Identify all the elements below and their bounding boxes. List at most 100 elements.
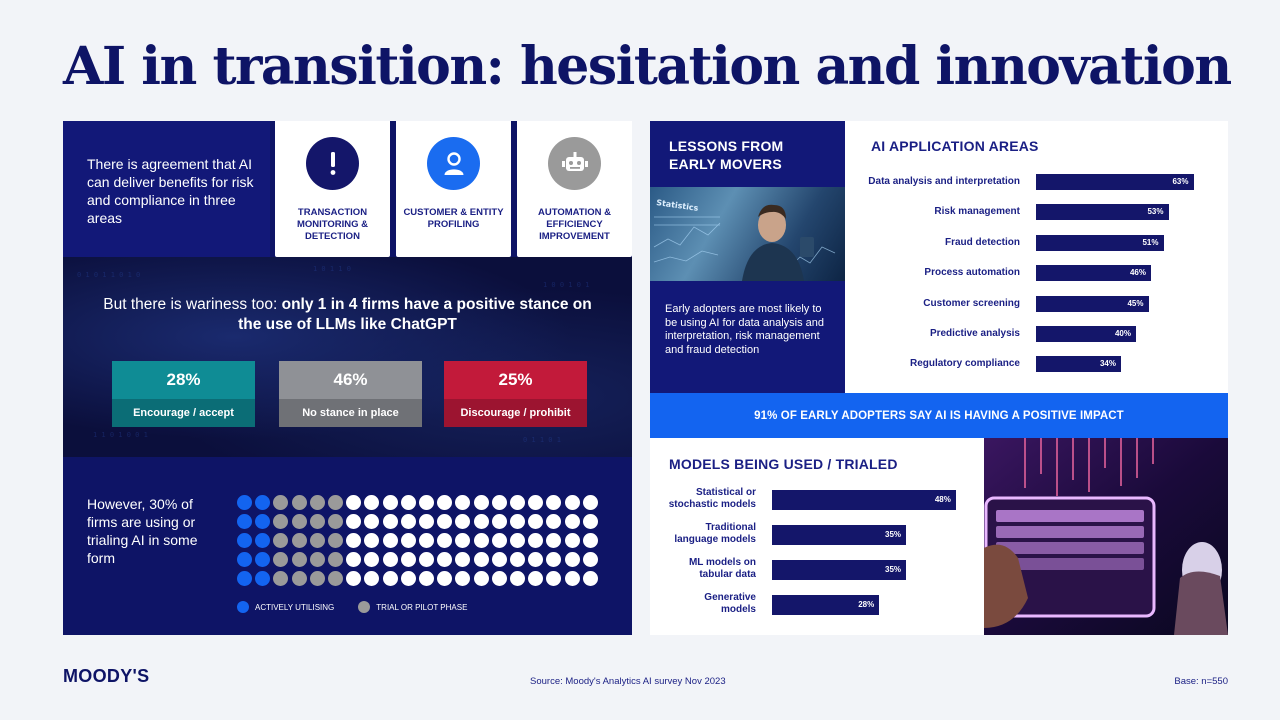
usage-dot — [382, 571, 398, 586]
usage-dot — [528, 533, 544, 548]
svg-text:0 1 0 1 1 0 1 0: 0 1 0 1 1 0 1 0 — [77, 271, 140, 279]
usage-dot — [309, 514, 325, 529]
usage-dot — [564, 552, 580, 567]
usage-dot — [273, 552, 289, 567]
bar: 48% — [772, 490, 956, 510]
usage-dot — [328, 495, 343, 510]
usage-legend: ACTIVELY UTILISING TRIAL OR PILOT PHASE — [237, 601, 485, 613]
bar-category-label: Regulatory compliance — [909, 358, 1020, 370]
legend-swatch — [237, 601, 249, 613]
usage-dot — [510, 533, 525, 548]
usage-dot — [328, 514, 343, 529]
bar-category-label: Risk management — [934, 206, 1020, 218]
person-icon — [427, 137, 480, 190]
usage-dot — [309, 552, 325, 567]
stat-label: Discourage / prohibit — [444, 399, 587, 427]
bar-row: Process automation 46% — [845, 265, 1280, 282]
keyboard-photo — [984, 438, 1228, 635]
usage-dot — [419, 571, 434, 586]
exclamation-icon — [306, 137, 359, 190]
bar-category-line: Statistical or — [695, 487, 756, 498]
agreement-text: There is agreement that AI can deliver b… — [87, 156, 254, 226]
usage-dot — [364, 533, 380, 548]
left-panel: There is agreement that AI can deliver b… — [63, 121, 632, 635]
bar-value-label: 28% — [858, 600, 875, 609]
agreement-box: There is agreement that AI can deliver b… — [63, 121, 270, 257]
usage-dot — [309, 533, 325, 548]
usage-dot — [510, 552, 525, 567]
bar: 46% — [1036, 265, 1151, 282]
source-note: Source: Moody's Analytics AI survey Nov … — [530, 676, 726, 687]
svg-text:Statistics: Statistics — [656, 198, 699, 213]
svg-text:0 1 1 0 1: 0 1 1 0 1 — [523, 436, 561, 444]
bar-value-label: 35% — [885, 530, 902, 539]
usage-dot — [346, 495, 362, 510]
usage-text: However, 30% of firms are using or trial… — [87, 496, 198, 566]
usage-dot — [582, 514, 598, 529]
usage-dot — [273, 514, 289, 529]
bar-row: Statistical or stochastic models 48% — [650, 487, 1155, 510]
usage-dot — [400, 533, 416, 548]
usage-dot — [455, 495, 471, 510]
usage-dot — [419, 495, 434, 510]
usage-dot — [582, 552, 598, 567]
usage-dot — [473, 571, 489, 586]
usage-dot — [291, 514, 307, 529]
bar: 40% — [1036, 326, 1136, 342]
bar-row: ML models on tabular data 35% — [650, 557, 1155, 580]
usage-dot — [473, 514, 489, 529]
svg-text:1 0 0 1 0 1: 1 0 0 1 0 1 — [543, 281, 589, 289]
impact-banner: 91% OF EARLY ADOPTERS SAY AI IS HAVING A… — [650, 393, 1228, 438]
bar-category-label: Predictive analysis — [929, 328, 1020, 339]
bar-category-label: Customer screening — [923, 297, 1020, 309]
usage-dot — [473, 552, 489, 567]
bar-category-line: language models — [674, 534, 756, 545]
bar-category-line: Generative — [704, 592, 756, 603]
usage-dot — [528, 571, 544, 586]
usage-dot — [346, 533, 362, 548]
bar: 35% — [772, 560, 907, 580]
usage-dot — [309, 495, 325, 510]
usage-dot — [291, 533, 307, 548]
usage-dot — [346, 514, 362, 529]
usage-dot — [437, 514, 453, 529]
bar-value-label: 46% — [1129, 268, 1146, 278]
card-label: CUSTOMER & ENTITY PROFILING — [403, 207, 504, 230]
stat-value: 25% — [444, 361, 587, 399]
bar: 63% — [1036, 174, 1194, 190]
bar-value-label: 63% — [1172, 177, 1189, 186]
usage-dot — [291, 495, 307, 510]
page-title: AI in transition: hesitation and innovat… — [63, 36, 1232, 97]
usage-dot — [528, 552, 544, 567]
usage-dot — [546, 533, 562, 548]
legend-active: ACTIVELY UTILISING — [237, 601, 334, 613]
usage-dot — [491, 533, 507, 548]
bar-category-line: models — [720, 604, 756, 615]
usage-dot — [564, 495, 580, 510]
usage-dot — [473, 495, 489, 510]
legend-swatch — [358, 601, 371, 613]
bar: 28% — [772, 595, 880, 615]
usage-dot — [328, 552, 343, 567]
usage-dot — [328, 571, 343, 586]
usage-dot-grid — [237, 495, 609, 587]
bar-category-label: Fraud detection — [944, 236, 1020, 248]
usage-dot — [237, 495, 252, 510]
usage-dot — [437, 552, 453, 567]
usage-dot — [491, 514, 507, 529]
usage-dot — [491, 552, 507, 567]
bar-category-label: Generative models — [650, 592, 756, 616]
bar-row: Generative models 28% — [650, 592, 1155, 615]
bar: 45% — [1036, 295, 1149, 312]
usage-dot — [491, 495, 507, 510]
usage-dot — [364, 552, 380, 567]
card-customer-profiling: CUSTOMER & ENTITY PROFILING — [396, 121, 511, 257]
bar-value-label: 53% — [1147, 207, 1164, 217]
usage-dot — [510, 495, 525, 510]
usage-dot — [400, 514, 416, 529]
wariness-section: 0 1 0 1 1 0 1 0 1 0 0 1 0 1 1 1 0 1 0 0 1… — [63, 257, 632, 457]
bar-category-label: Traditional language models — [650, 522, 756, 546]
usage-dot — [437, 571, 453, 586]
usage-dot — [546, 571, 562, 586]
lessons-text: Early adopters are most likely to be usi… — [665, 303, 824, 356]
